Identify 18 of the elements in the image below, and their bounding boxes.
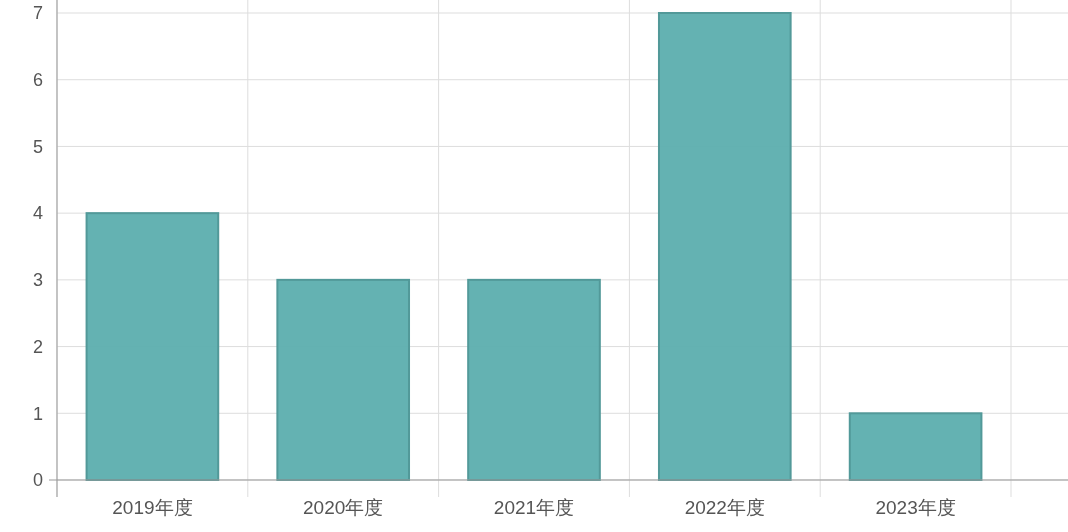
y-tick-label: 2 — [32, 336, 43, 357]
x-tick-label: 2019年度 — [112, 497, 193, 518]
x-tick-label: 2022年度 — [684, 497, 765, 518]
x-tick-label: 2021年度 — [493, 497, 575, 518]
y-tick-label: 0 — [32, 470, 43, 491]
y-tick-label: 5 — [32, 136, 43, 157]
y-tick-label: 3 — [32, 270, 43, 291]
bar — [657, 12, 792, 481]
bar — [85, 212, 220, 481]
bar — [276, 278, 411, 481]
bar — [848, 412, 983, 481]
bar — [467, 278, 601, 481]
y-tick-label: 1 — [32, 403, 43, 424]
y-tick-label: 7 — [32, 3, 43, 24]
y-tick-label: 6 — [32, 70, 43, 91]
y-tick-label: 4 — [32, 203, 43, 224]
x-tick-label: 2023年度 — [875, 497, 956, 518]
x-tick-label: 2020年度 — [303, 497, 384, 518]
